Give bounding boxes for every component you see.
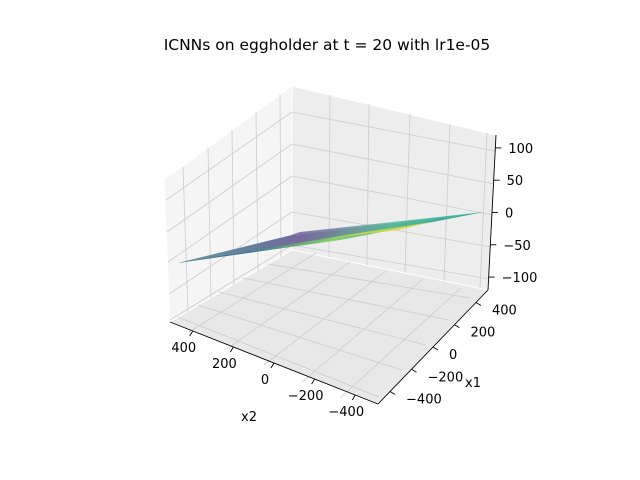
z-tick-label-1: 50: [507, 174, 524, 189]
tick-marks: [189, 147, 502, 401]
x2-tick-label-1: 200: [212, 357, 237, 372]
z-tick-label-0: 100: [508, 142, 533, 157]
x1-tick-2: [432, 346, 439, 351]
x1-tick-0: [475, 302, 482, 306]
x2-axis-label: x2: [241, 410, 257, 425]
z-tick-label-4: −100: [502, 271, 538, 286]
x2-tick-label-3: −200: [288, 389, 324, 404]
x1-tick-3: [411, 368, 417, 373]
x2-tick-4: [351, 394, 356, 401]
x1-tick-1: [454, 324, 460, 329]
x1-tick-label-4: −400: [406, 393, 442, 408]
tick-labels: 400 200 0 −200 −400 400 200 0 −200 −400 100 50 0 −50 −…: [171, 142, 537, 420]
chart-title: ICNNs on eggholder at t = 20 with lr1e-0…: [164, 36, 491, 54]
x2-tick-2: [270, 362, 275, 369]
x2-tick-3: [311, 378, 316, 385]
z-tick-label-3: −50: [503, 239, 530, 254]
surface-highlight: [330, 222, 430, 238]
x2-tick-label-0: 400: [171, 341, 196, 356]
x1-tick-label-2: 0: [449, 348, 457, 363]
surface-upper-face: [178, 212, 484, 263]
x1-tick-label-1: 200: [470, 326, 495, 341]
x1-tick-4: [389, 391, 396, 395]
surface: [178, 212, 484, 263]
x1-axis-label: x1: [465, 376, 481, 391]
x2-tick-label-2: 0: [261, 373, 269, 388]
x1-tick-label-3: −200: [428, 370, 464, 385]
x2-tick-1: [229, 346, 234, 353]
x2-tick-0: [189, 330, 194, 337]
x2-tick-label-4: −400: [328, 405, 364, 420]
x1-tick-label-0: 400: [492, 303, 517, 318]
z-tick-label-2: 0: [505, 207, 513, 222]
